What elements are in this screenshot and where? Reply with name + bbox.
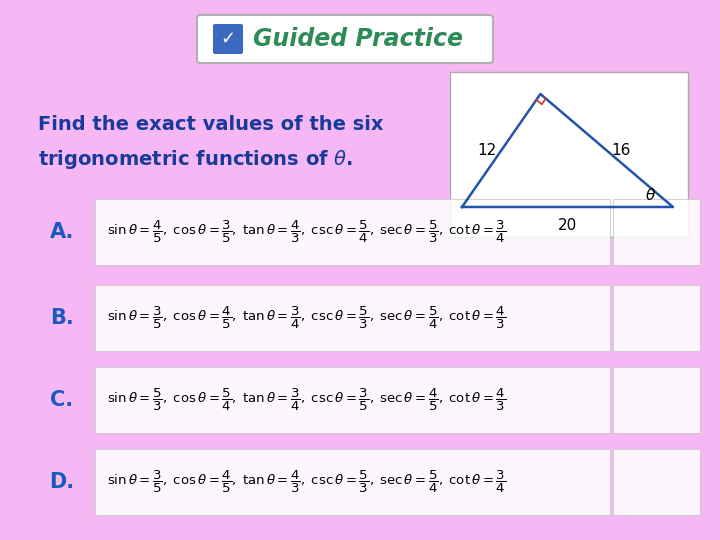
FancyBboxPatch shape — [197, 15, 493, 63]
Text: Guided Practice: Guided Practice — [253, 27, 463, 51]
FancyBboxPatch shape — [213, 24, 243, 54]
FancyBboxPatch shape — [613, 285, 700, 351]
Text: 12: 12 — [477, 143, 497, 158]
Text: Find the exact values of the six: Find the exact values of the six — [38, 115, 384, 134]
Text: $\sin\theta = \dfrac{3}{5},\;\cos\theta = \dfrac{4}{5},\;\tan\theta = \dfrac{4}{: $\sin\theta = \dfrac{3}{5},\;\cos\theta … — [107, 469, 506, 495]
Text: $\sin\theta = \dfrac{3}{5},\;\cos\theta = \dfrac{4}{5},\;\tan\theta = \dfrac{3}{: $\sin\theta = \dfrac{3}{5},\;\cos\theta … — [107, 305, 506, 331]
Text: B.: B. — [50, 308, 74, 328]
FancyBboxPatch shape — [613, 199, 700, 265]
Text: $\theta$: $\theta$ — [645, 187, 657, 203]
Text: trigonometric functions of $\theta$.: trigonometric functions of $\theta$. — [38, 148, 354, 171]
Text: A.: A. — [50, 222, 74, 242]
FancyBboxPatch shape — [95, 285, 610, 351]
Text: $\sin\theta = \dfrac{5}{3},\;\cos\theta = \dfrac{5}{4},\;\tan\theta = \dfrac{3}{: $\sin\theta = \dfrac{5}{3},\;\cos\theta … — [107, 387, 506, 413]
FancyBboxPatch shape — [95, 367, 610, 433]
Text: 20: 20 — [558, 218, 577, 233]
Text: $\sin\theta = \dfrac{4}{5},\;\cos\theta = \dfrac{3}{5},\;\tan\theta = \dfrac{4}{: $\sin\theta = \dfrac{4}{5},\;\cos\theta … — [107, 219, 506, 245]
FancyBboxPatch shape — [613, 367, 700, 433]
FancyBboxPatch shape — [613, 449, 700, 515]
FancyBboxPatch shape — [450, 72, 688, 237]
Text: C.: C. — [50, 390, 73, 410]
Text: ✓: ✓ — [220, 30, 235, 48]
Text: 16: 16 — [611, 143, 631, 158]
FancyBboxPatch shape — [95, 449, 610, 515]
FancyBboxPatch shape — [95, 199, 610, 265]
Text: D.: D. — [50, 472, 75, 492]
